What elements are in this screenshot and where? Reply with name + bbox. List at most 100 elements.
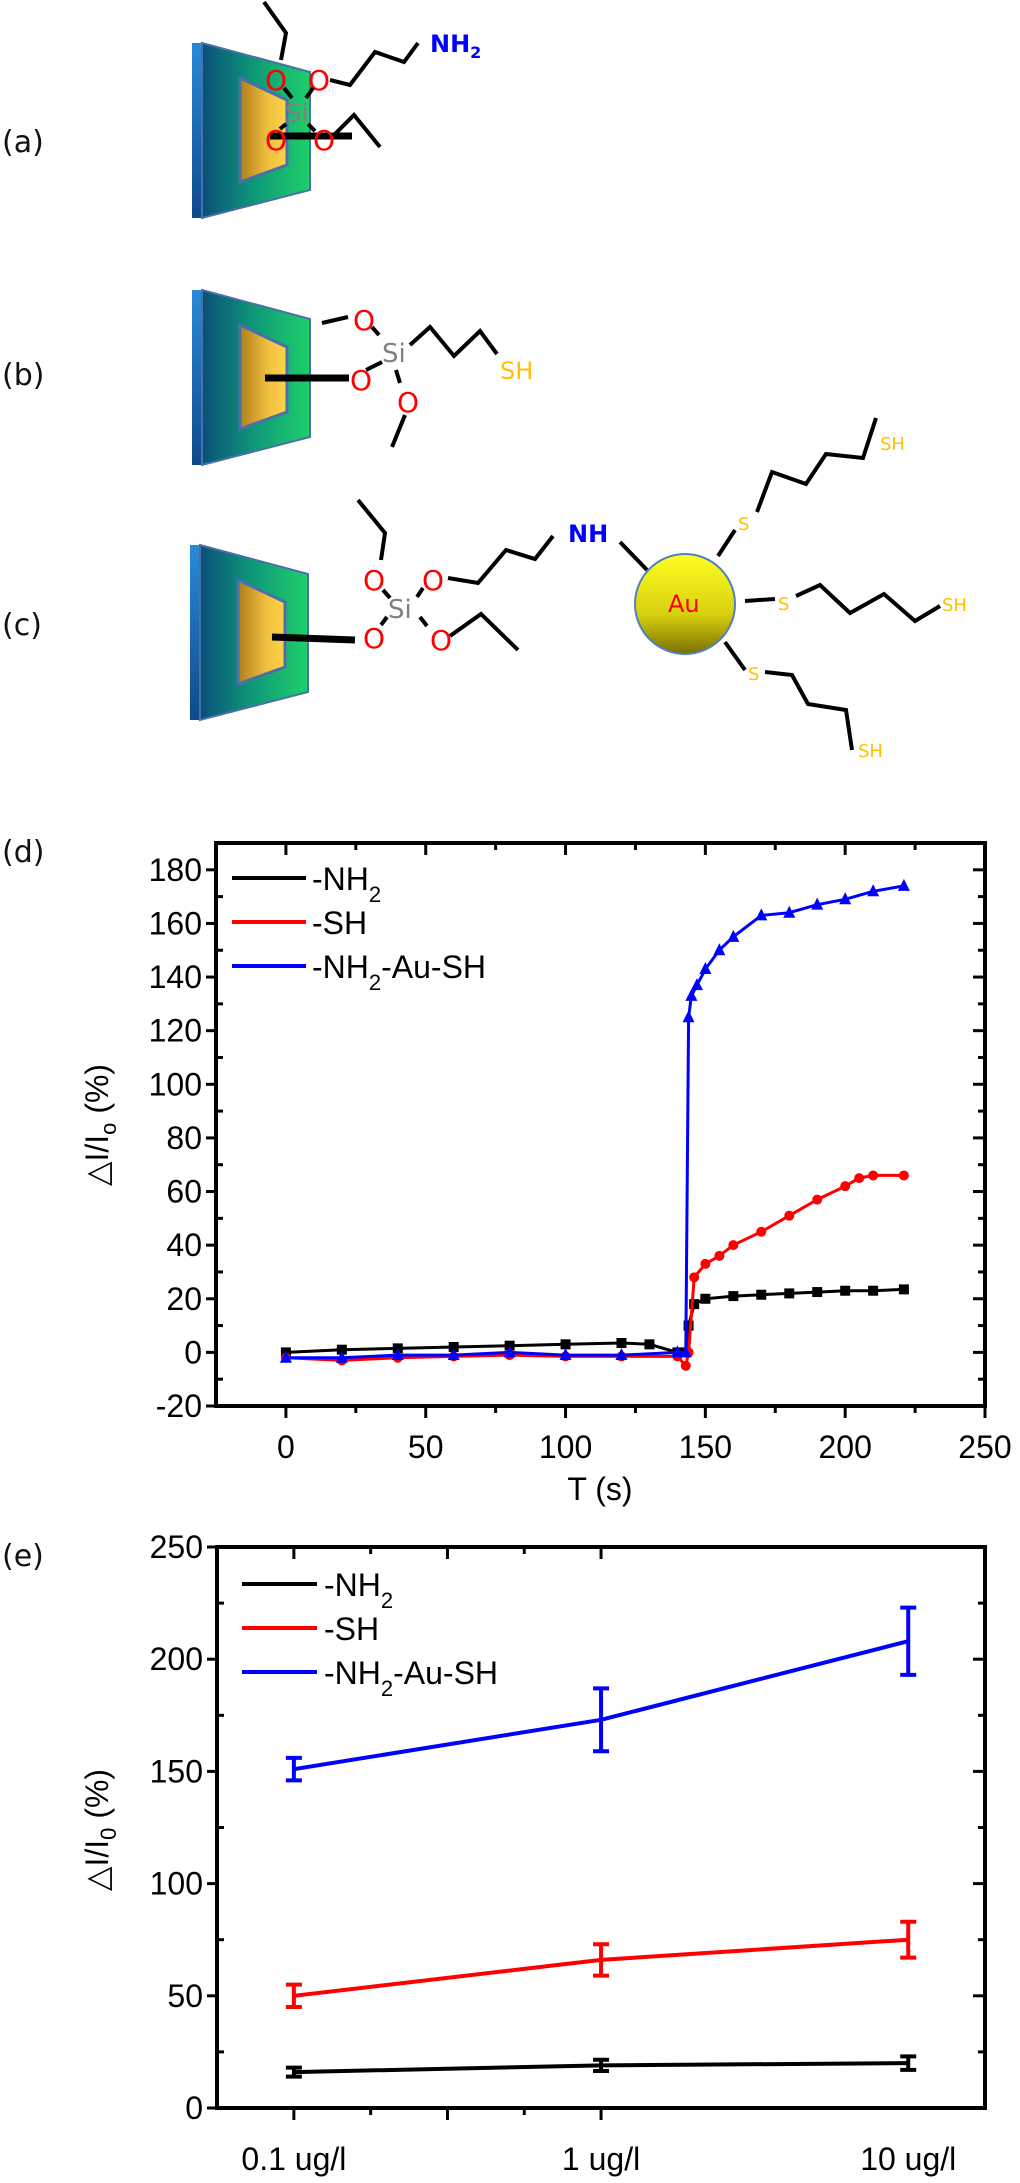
data-point	[784, 1210, 795, 1221]
data-point	[784, 1288, 795, 1299]
data-point	[671, 1345, 684, 1358]
oxygen-atom: O	[353, 304, 375, 337]
x-tick-label: 200	[818, 1429, 871, 1465]
error-bar	[285, 1755, 302, 1783]
x-tick-label: 50	[408, 1429, 444, 1465]
data-point	[839, 892, 852, 905]
data-point	[728, 1291, 739, 1302]
chart-d-y-axis-title: △I/Io (%)	[79, 1064, 121, 1186]
data-point	[335, 1350, 348, 1363]
legend-label: -NH2-Au-SH	[324, 1655, 498, 1701]
data-point	[644, 1339, 655, 1350]
data-point	[854, 1173, 865, 1184]
data-point	[756, 1226, 767, 1237]
gold-nanoparticle	[634, 553, 736, 655]
ethyl-bond	[262, 0, 289, 61]
sensor-substrate	[190, 41, 312, 220]
chart-e-series	[285, 1605, 917, 2079]
butyl-chain	[755, 417, 878, 513]
data-point	[700, 1258, 711, 1269]
y-tick-label: 200	[150, 1641, 203, 1677]
thiol-group: SH	[858, 741, 883, 762]
data-point	[559, 1348, 572, 1361]
data-point	[811, 897, 824, 910]
y-tick-label: 20	[166, 1281, 202, 1317]
thiol-group: SH	[500, 357, 533, 385]
data-point	[689, 1299, 700, 1310]
data-point	[682, 1010, 695, 1023]
panel-c: (c) O O Si O O NH Au S SH S SH S SH	[2, 417, 967, 762]
sulfur-atom: S	[748, 664, 759, 685]
data-point	[727, 929, 740, 942]
y-tick-label: 60	[166, 1174, 202, 1210]
data-point	[714, 1250, 725, 1261]
silicon-atom: Si	[388, 595, 412, 625]
oxygen-atom: O	[363, 564, 385, 597]
data-point	[840, 1181, 851, 1192]
ethyl-bond	[448, 611, 520, 652]
data-point	[336, 1344, 347, 1355]
data-point	[685, 988, 698, 1001]
oxygen-atom: O	[397, 386, 419, 419]
data-point	[867, 884, 880, 897]
chart-d-ticks: 0 50 100 150 200 250 -20 0 20 40 60 80 100 120 140 160 1…	[149, 843, 1012, 1465]
panel-a: (a) O O Si O O NH2	[2, 0, 481, 220]
panel-b-label: (b)	[2, 358, 44, 393]
chart-e: (e) 0.1 ug/l 1 ug/l 10 ug/l 0 50 100 150 200 250…	[2, 1529, 987, 2177]
data-point	[679, 1345, 692, 1358]
data-point	[503, 1345, 516, 1358]
legend-label: -NH2	[312, 861, 381, 907]
oxygen-atom: O	[430, 624, 452, 657]
data-point	[683, 1320, 694, 1331]
y-tick-label: 50	[167, 1978, 203, 2014]
data-point	[868, 1170, 879, 1181]
data-point	[728, 1240, 739, 1251]
data-point	[783, 905, 796, 918]
y-tick-label: 150	[150, 1753, 203, 1789]
sulfur-atom: S	[778, 594, 789, 615]
data-point	[448, 1342, 459, 1353]
data-point	[812, 1287, 823, 1298]
legend-label: -NH2-Au-SH	[312, 949, 486, 995]
data-point	[699, 962, 712, 975]
data-point	[689, 1272, 700, 1283]
oxygen-atom: O	[265, 124, 287, 157]
sulfur-atom: S	[738, 514, 749, 535]
y-tick-label: 160	[149, 905, 202, 941]
gold-label: Au	[668, 590, 700, 618]
y-tick-label: 140	[149, 959, 202, 995]
chart-d-legend: -NH2-SH -NH2-Au-SH	[232, 861, 486, 995]
data-point	[690, 978, 703, 991]
propyl-chain	[408, 324, 499, 359]
data-point	[391, 1348, 404, 1361]
panel-a-label: (a)	[2, 125, 44, 160]
y-tick-label: 40	[166, 1227, 202, 1263]
legend-label: -NH2	[324, 1567, 393, 1613]
error-bar	[900, 1919, 917, 1960]
data-point	[898, 1284, 909, 1295]
y-tick-label: 120	[149, 1013, 202, 1049]
oxygen-atom: O	[350, 364, 372, 397]
amine-link: NH	[568, 520, 608, 548]
butyl-chain	[795, 582, 942, 624]
y-tick-label: 0	[185, 2090, 203, 2126]
x-tick-label: 10 ug/l	[860, 2141, 956, 2177]
y-tick-label: 0	[184, 1334, 202, 1370]
silicon-atom: Si	[285, 99, 309, 129]
chart-d-plot-frame	[214, 841, 987, 1408]
oxygen-atom: O	[313, 124, 335, 157]
data-point	[755, 908, 768, 921]
error-bar	[285, 2065, 302, 2079]
data-point	[756, 1289, 767, 1300]
error-bar	[593, 1942, 610, 1978]
data-point	[868, 1285, 879, 1296]
silicon-atom: Si	[382, 339, 406, 369]
data-point	[898, 1170, 909, 1181]
x-tick-label: 0	[277, 1429, 295, 1465]
y-tick-label: 100	[149, 1066, 202, 1102]
oxygen-atom: O	[363, 622, 385, 655]
y-tick-label: 250	[150, 1529, 203, 1565]
error-bar	[593, 2057, 610, 2073]
x-tick-label: 0.1 ug/l	[241, 2141, 346, 2177]
